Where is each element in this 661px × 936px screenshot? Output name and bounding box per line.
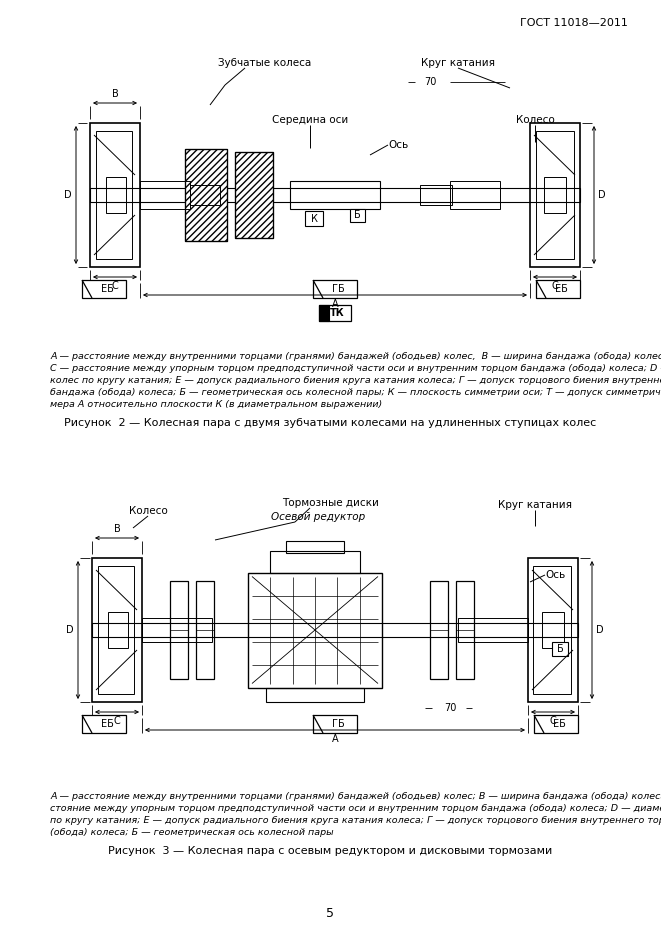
Bar — [140, 181, 190, 209]
Bar — [92, 558, 142, 702]
Text: ЕБ: ЕБ — [553, 719, 565, 729]
Bar — [185, 149, 227, 241]
Text: (обода) колеса; Б — геометрическая ось колесной пары: (обода) колеса; Б — геометрическая ось к… — [50, 828, 334, 837]
Bar — [533, 566, 571, 694]
Bar — [90, 123, 140, 267]
Text: А: А — [332, 299, 338, 309]
Bar — [313, 280, 357, 298]
Text: C: C — [114, 716, 120, 726]
Bar — [534, 715, 578, 733]
Text: Ось: Ось — [388, 140, 408, 150]
Bar — [82, 280, 126, 298]
Bar — [98, 566, 134, 694]
Text: 70: 70 — [424, 77, 436, 87]
Bar — [458, 618, 528, 642]
Bar — [90, 188, 580, 202]
Bar — [106, 177, 126, 213]
Text: D: D — [596, 625, 603, 635]
Bar — [552, 642, 568, 656]
Bar — [544, 177, 566, 213]
Bar — [530, 123, 580, 267]
Text: Б: Б — [557, 644, 563, 654]
Bar — [456, 581, 474, 679]
Text: D: D — [64, 190, 72, 200]
Text: Рисунок  2 — Колесная пара с двумя зубчатыми колесами на удлиненных ступицах кол: Рисунок 2 — Колесная пара с двумя зубчат… — [64, 418, 596, 428]
Text: 70: 70 — [444, 703, 456, 713]
Bar — [286, 540, 344, 552]
Text: стояние между упорным торцом предподступичной части оси и внутренним торцом банд: стояние между упорным торцом предподступ… — [50, 804, 661, 813]
Text: Осевой редуктор: Осевой редуктор — [271, 512, 365, 522]
Bar — [319, 305, 329, 321]
Bar — [290, 181, 380, 209]
Text: C: C — [552, 281, 559, 291]
Bar — [142, 618, 212, 642]
Text: ЕБ: ЕБ — [555, 284, 567, 294]
Bar — [350, 209, 365, 222]
Bar — [185, 149, 227, 241]
Bar — [536, 280, 580, 298]
Text: Колесо: Колесо — [129, 506, 167, 516]
Bar — [82, 715, 126, 733]
Bar — [92, 623, 578, 637]
Text: B: B — [114, 524, 120, 534]
Text: B: B — [112, 89, 118, 99]
Text: бандажа (обода) колеса; Б — геометрическая ось колесной пары; К — плоскость симм: бандажа (обода) колеса; Б — геометрическ… — [50, 388, 661, 397]
Text: Б: Б — [354, 211, 361, 221]
Text: А — расстояние между внутренними торцами (гранями) бандажей (ободьев) колес; В —: А — расстояние между внутренними торцами… — [50, 792, 661, 801]
Text: D: D — [66, 625, 74, 635]
Text: ГБ: ГБ — [332, 719, 344, 729]
Text: ЕБ: ЕБ — [100, 719, 114, 729]
Bar — [235, 152, 273, 238]
Text: Тормозные диски: Тормозные диски — [282, 498, 379, 508]
Text: ГБ: ГБ — [332, 284, 344, 294]
Bar — [108, 612, 128, 648]
Bar — [248, 573, 382, 688]
Bar — [96, 131, 132, 259]
Bar — [430, 581, 448, 679]
Text: А — расстояние между внутренними торцами (гранями) бандажей (ободьев) колес,  В : А — расстояние между внутренними торцами… — [50, 352, 661, 361]
Bar — [420, 185, 452, 205]
Text: Зубчатые колеса: Зубчатые колеса — [218, 58, 311, 68]
Text: C: C — [112, 281, 118, 291]
Bar — [528, 558, 578, 702]
Bar — [270, 550, 360, 573]
Text: А: А — [332, 734, 338, 744]
Text: Ось: Ось — [545, 570, 565, 580]
Bar — [266, 688, 364, 701]
Bar — [305, 211, 323, 226]
Text: D: D — [598, 190, 605, 200]
Text: по кругу катания; E — допуск радиального биения круга катания колеса; Г — допуск: по кругу катания; E — допуск радиального… — [50, 816, 661, 825]
Text: колес по кругу катания; E — допуск радиального биения круга катания колеса; Г — : колес по кругу катания; E — допуск радиа… — [50, 376, 661, 385]
Text: Круг катания: Круг катания — [421, 58, 495, 68]
Text: ЕБ: ЕБ — [100, 284, 114, 294]
Text: С — расстояние между упорным торцом предподступичной части оси и внутренним торц: С — расстояние между упорным торцом пред… — [50, 364, 661, 373]
Bar — [235, 152, 273, 238]
Text: Середина оси: Середина оси — [272, 115, 348, 125]
Bar — [190, 185, 220, 205]
Text: Круг катания: Круг катания — [498, 500, 572, 510]
Text: ТК: ТК — [330, 308, 344, 318]
Bar — [536, 131, 574, 259]
Bar — [542, 612, 564, 648]
Bar — [196, 581, 214, 679]
Bar — [313, 715, 357, 733]
Bar — [170, 581, 188, 679]
Bar — [319, 305, 351, 321]
Text: Рисунок  3 — Колесная пара с осевым редуктором и дисковыми тормозами: Рисунок 3 — Колесная пара с осевым редук… — [108, 846, 552, 856]
Text: 5: 5 — [326, 907, 334, 920]
Text: мера A относительно плоскости К (в диаметральном выражении): мера A относительно плоскости К (в диаме… — [50, 400, 382, 409]
Text: ГОСТ 11018—2011: ГОСТ 11018—2011 — [520, 18, 628, 28]
Bar — [450, 181, 500, 209]
Text: Колесо: Колесо — [516, 115, 555, 125]
Text: К: К — [311, 213, 317, 224]
Text: C: C — [550, 716, 557, 726]
